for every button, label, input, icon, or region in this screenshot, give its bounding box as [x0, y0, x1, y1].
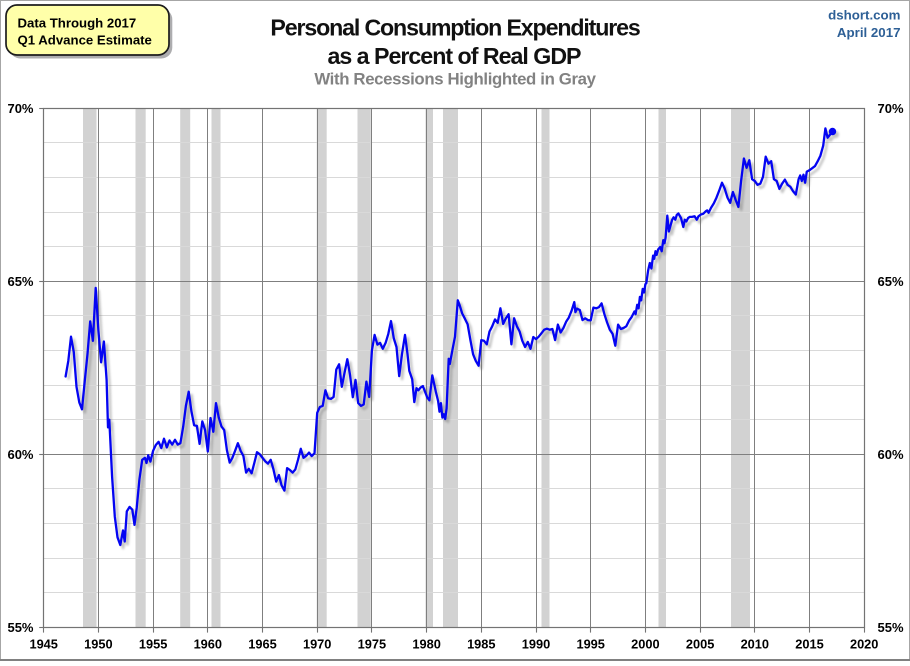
svg-text:60%: 60%	[878, 447, 904, 462]
svg-text:Personal Consumption Expenditu: Personal Consumption Expenditures	[270, 15, 639, 41]
svg-text:1960: 1960	[194, 637, 222, 652]
svg-text:60%: 60%	[7, 447, 33, 462]
svg-text:2005: 2005	[686, 637, 714, 652]
svg-text:as a Percent of Real GDP: as a Percent of Real GDP	[327, 43, 581, 69]
svg-text:2020: 2020	[850, 637, 878, 652]
svg-text:1990: 1990	[522, 637, 550, 652]
svg-text:1975: 1975	[358, 637, 386, 652]
svg-text:1955: 1955	[139, 637, 167, 652]
svg-text:1950: 1950	[84, 637, 112, 652]
svg-text:Data Through 2017: Data Through 2017	[18, 15, 137, 30]
svg-text:65%: 65%	[7, 274, 33, 289]
svg-text:70%: 70%	[7, 101, 33, 116]
svg-text:dshort.com: dshort.com	[828, 8, 900, 23]
svg-text:1985: 1985	[467, 637, 495, 652]
svg-text:2010: 2010	[741, 637, 769, 652]
svg-text:1965: 1965	[248, 637, 276, 652]
svg-text:With Recessions Highlighted in: With Recessions Highlighted in Gray	[314, 70, 596, 89]
svg-text:1970: 1970	[303, 637, 331, 652]
svg-text:1945: 1945	[29, 637, 57, 652]
svg-text:1995: 1995	[576, 637, 604, 652]
svg-text:1980: 1980	[412, 637, 440, 652]
svg-text:55%: 55%	[7, 620, 33, 635]
svg-text:65%: 65%	[878, 274, 904, 289]
svg-text:April 2017: April 2017	[837, 25, 901, 40]
svg-text:2000: 2000	[631, 637, 659, 652]
svg-text:Q1 Advance Estimate: Q1 Advance Estimate	[18, 33, 152, 48]
svg-text:70%: 70%	[878, 101, 904, 116]
svg-text:2015: 2015	[795, 637, 823, 652]
svg-text:55%: 55%	[878, 620, 904, 635]
